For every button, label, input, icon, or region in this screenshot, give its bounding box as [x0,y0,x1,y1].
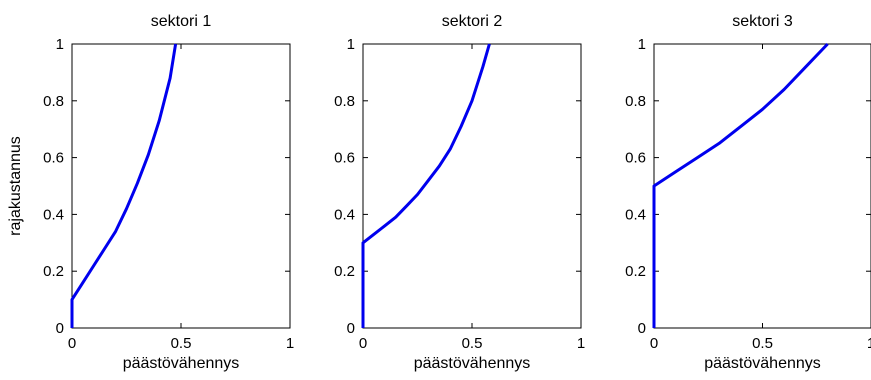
chart-title: sektori 3 [732,13,793,30]
x-tick-label: 0.5 [752,335,773,352]
x-tick-label: 0 [650,335,658,352]
x-tick-label: 1 [286,335,294,352]
y-tick-label: 0.8 [625,93,646,110]
plot-frame [71,43,291,329]
y-tick-label: 0.4 [625,206,646,223]
chart-title: sektori 2 [442,13,503,30]
x-tick-label: 0 [68,335,76,352]
y-tick-label: 1 [638,36,646,53]
y-tick-label: 0.4 [334,206,355,223]
x-axis-label: päästövähennys [123,355,240,372]
y-tick-label: 0.4 [43,206,64,223]
x-tick-label: 1 [577,335,585,352]
x-axis-label: päästövähennys [414,355,531,372]
x-tick-label: 0 [359,335,367,352]
y-tick-label: 0 [347,320,355,337]
x-axis-label: päästövähennys [704,355,821,372]
subplot-3: 0 0.5 1 0 0.2 0.4 0.6 0.8 1 sektori 3 päästövähenn… [625,13,871,372]
series-line [70,43,178,328]
y-tick-label: 1 [347,36,355,53]
series-line [652,42,829,328]
plot-frame [362,43,582,329]
y-tick-label: 0.8 [334,93,355,110]
y-tick-label: 0.2 [43,263,64,280]
y-tick-label: 1 [56,36,64,53]
x-tick-label: 0.5 [462,335,483,352]
subplot-1: 0 0.5 1 0 0.2 0.4 0.6 0.8 1 sektori 1 päästövähenn… [7,13,294,372]
y-tick-label: 0 [638,320,646,337]
plot-frame [653,43,871,329]
x-tick-label: 0.5 [171,335,192,352]
y-tick-label: 0 [56,320,64,337]
y-tick-label: 0.6 [625,150,646,167]
y-tick-label: 0.2 [334,263,355,280]
y-tick-label: 0.6 [43,150,64,167]
y-axis-label: rajakustannus [7,136,24,236]
series-line [361,43,491,328]
subplot-2: 0 0.5 1 0 0.2 0.4 0.6 0.8 1 sektori 2 päästövähenn… [334,13,585,372]
y-tick-label: 0.2 [625,263,646,280]
y-tick-label: 0.6 [334,150,355,167]
x-tick-label: 1 [867,335,871,352]
y-tick-label: 0.8 [43,93,64,110]
chart-title: sektori 1 [151,13,212,30]
